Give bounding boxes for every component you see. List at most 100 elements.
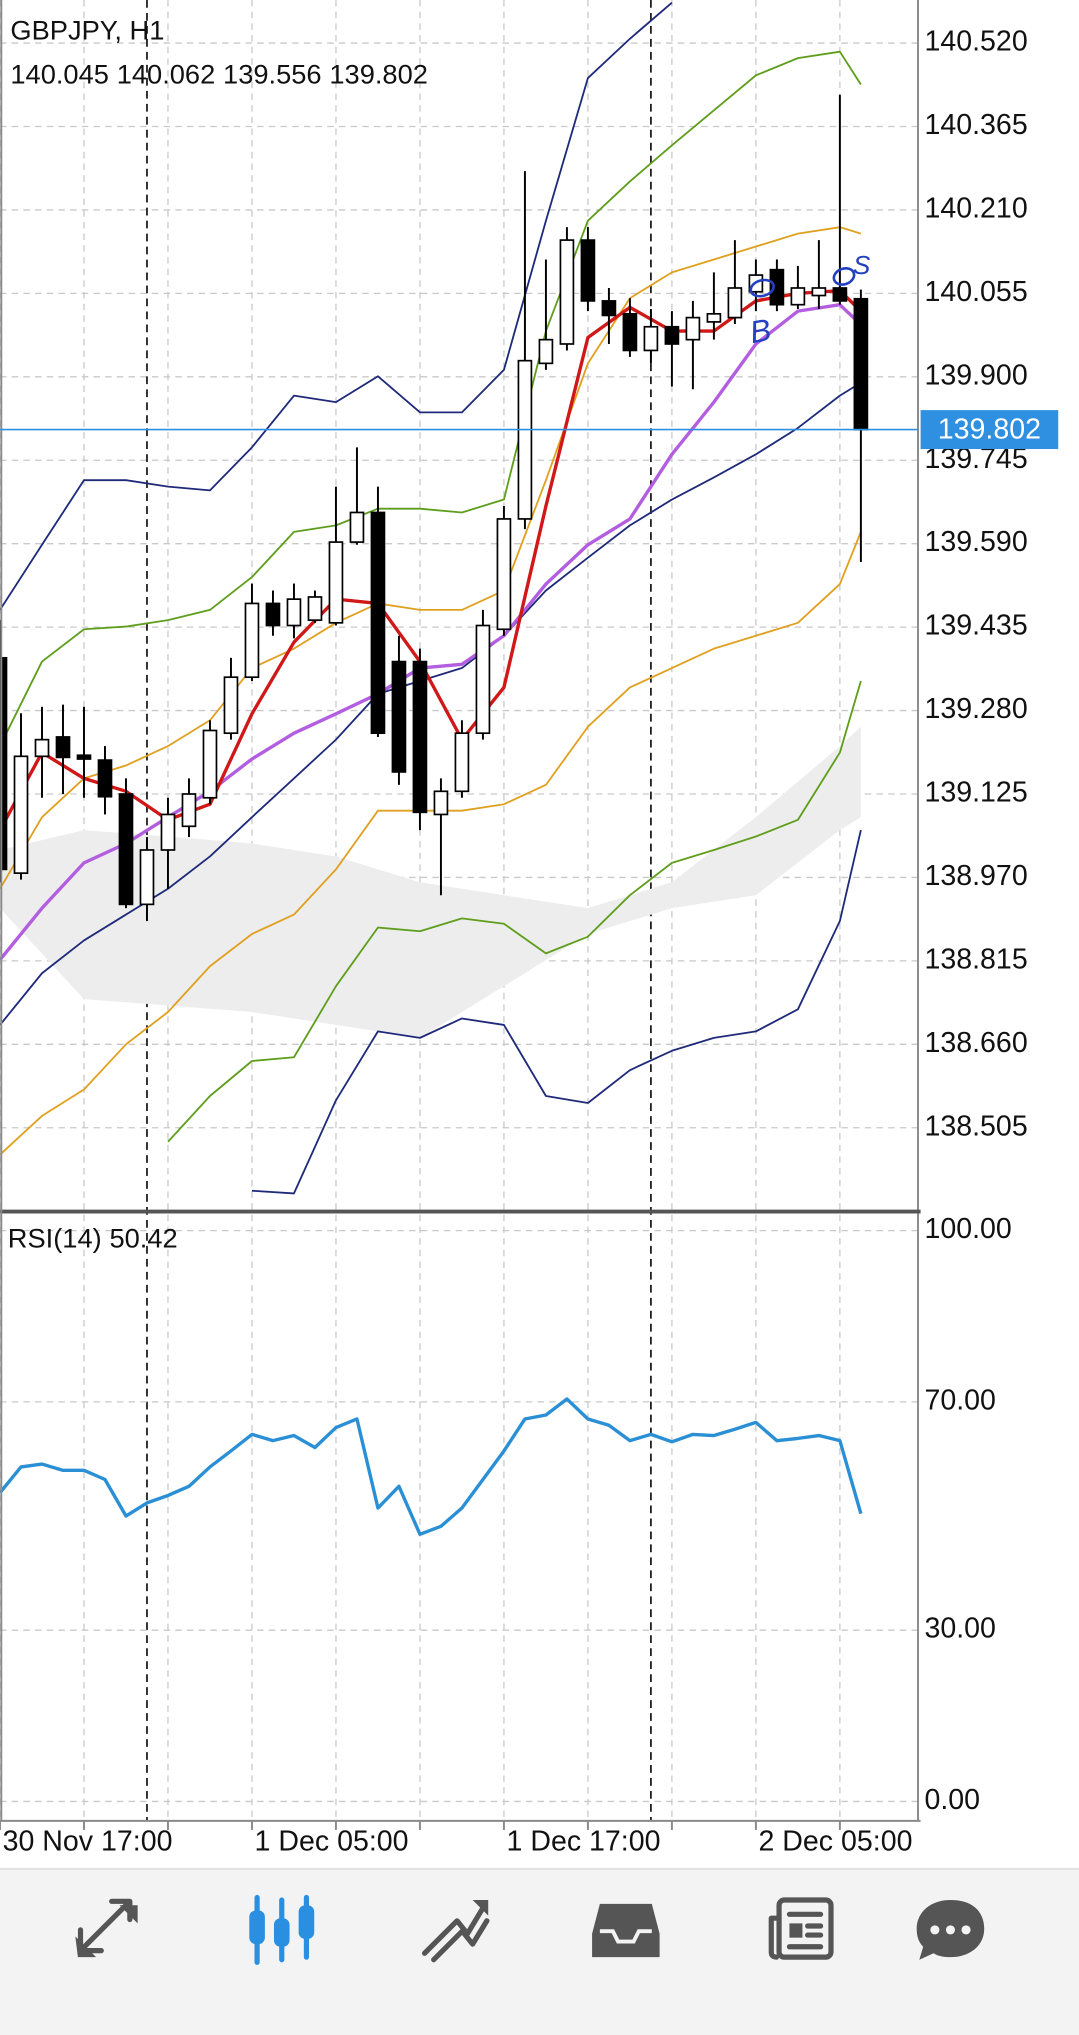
candle-body — [286, 598, 302, 627]
candle-body — [475, 624, 491, 735]
candle-body — [412, 660, 428, 814]
candle-body — [370, 511, 386, 735]
nav-quotes[interactable] — [75, 1898, 138, 1958]
y-tick-label: 70.00 — [924, 1384, 995, 1416]
candle-layer — [0, 94, 869, 922]
indicator-line — [0, 50, 862, 747]
overlay-layer — [0, 1, 863, 1195]
history-icon — [592, 1903, 660, 1958]
chart-title: GBPJPY, H1 — [10, 15, 164, 46]
chart-icon-body — [298, 1905, 315, 1939]
rsi-layer — [0, 1397, 863, 1536]
x-tick-label: 1 Dec 05:00 — [255, 1825, 409, 1857]
candle-body — [34, 738, 50, 758]
chat-icon-dot — [930, 1925, 940, 1935]
candle-body — [13, 755, 29, 874]
candle-body — [664, 325, 680, 345]
last-price-label: 139.802 — [938, 413, 1041, 445]
axis-layer: 140.520140.365140.210140.055139.900139.7… — [0, 26, 1059, 1857]
candle-body — [0, 656, 8, 871]
y-tick-label: 138.660 — [924, 1027, 1027, 1059]
candle-body — [559, 239, 575, 345]
y-tick-label: 139.435 — [924, 610, 1027, 642]
nav-trade[interactable] — [421, 1900, 490, 1963]
indicator-line — [0, 1, 673, 611]
rsi-name: RSI(14) — [8, 1223, 102, 1254]
y-tick-label: 139.590 — [924, 526, 1027, 558]
candle-body — [433, 790, 449, 816]
candle-body — [496, 518, 512, 631]
candle-body — [97, 759, 113, 798]
candle-body — [790, 287, 806, 306]
rsi-line — [0, 1397, 863, 1536]
candle-body — [118, 793, 134, 906]
y-tick-label: 30.00 — [924, 1613, 995, 1645]
y-tick-label: 140.365 — [924, 109, 1027, 141]
chart-icon-body — [273, 1918, 290, 1947]
x-tick-label: 2 Dec 05:00 — [758, 1825, 912, 1857]
news-icon-lines — [768, 1911, 824, 1960]
nav-news[interactable] — [768, 1897, 834, 1960]
candle-body — [538, 338, 554, 365]
candle-body — [139, 849, 155, 906]
candle-body — [391, 660, 407, 773]
candle-body — [349, 511, 365, 543]
candle-body — [643, 325, 659, 352]
close-value: 139.802 — [329, 59, 428, 90]
candle-body — [454, 732, 470, 793]
y-tick-label: 139.125 — [924, 777, 1027, 809]
annotation: S — [853, 250, 871, 280]
candle-body — [769, 268, 785, 306]
candle-body — [706, 312, 722, 323]
candle-body — [244, 602, 260, 679]
y-tick-label: 139.280 — [924, 693, 1027, 725]
y-tick-label: 140.520 — [924, 26, 1027, 58]
news-icon — [776, 1897, 834, 1960]
y-tick-label: 100.00 — [924, 1213, 1011, 1245]
chat-icon-dot — [945, 1925, 955, 1935]
candle-body — [853, 297, 869, 431]
candle-body — [685, 316, 701, 341]
indicator-line — [251, 829, 862, 1195]
candle-body — [622, 312, 638, 352]
candle-body — [265, 602, 281, 627]
candle-body — [517, 359, 533, 520]
open-value: 140.045 — [10, 59, 109, 90]
y-tick-label: 138.970 — [924, 860, 1027, 892]
candle-body — [832, 287, 848, 302]
nav-chart[interactable] — [249, 1894, 315, 1965]
chart-icon-body — [249, 1910, 265, 1945]
y-tick-label: 0.00 — [924, 1784, 980, 1816]
cloud-area — [0, 726, 861, 1038]
nav-history[interactable] — [592, 1903, 660, 1958]
candle-body — [580, 239, 596, 302]
y-tick-label: 139.900 — [924, 359, 1027, 391]
nav-chat[interactable] — [916, 1900, 985, 1960]
y-tick-label: 140.055 — [924, 276, 1027, 308]
chat-icon-dot — [961, 1925, 971, 1935]
candle-body — [811, 287, 827, 297]
news-icon-photo — [789, 1923, 803, 1938]
high-value: 140.062 — [117, 59, 216, 90]
rsi-readout: RSI(14) 50.42 — [8, 1223, 178, 1254]
cloud-layer — [0, 726, 861, 1038]
indicator-line — [0, 302, 863, 961]
low-value: 139.556 — [223, 59, 322, 90]
x-tick-label: 30 Nov 17:00 — [3, 1825, 173, 1857]
candle-body — [202, 729, 218, 799]
trade-icon — [421, 1905, 490, 1963]
ohlc-readout: 140.045 140.062 139.556 139.802 — [10, 59, 428, 90]
history-icon-slot — [599, 1929, 652, 1944]
candle-body — [307, 596, 323, 621]
candle-body — [181, 793, 197, 828]
hand-circle — [832, 267, 856, 286]
quotes-icon-tips — [75, 1905, 138, 1958]
hand-circle — [749, 278, 775, 298]
y-tick-label: 138.815 — [924, 943, 1027, 975]
y-tick-label: 138.505 — [924, 1110, 1027, 1142]
last-price-box — [920, 410, 1059, 450]
candle-body — [601, 300, 617, 317]
